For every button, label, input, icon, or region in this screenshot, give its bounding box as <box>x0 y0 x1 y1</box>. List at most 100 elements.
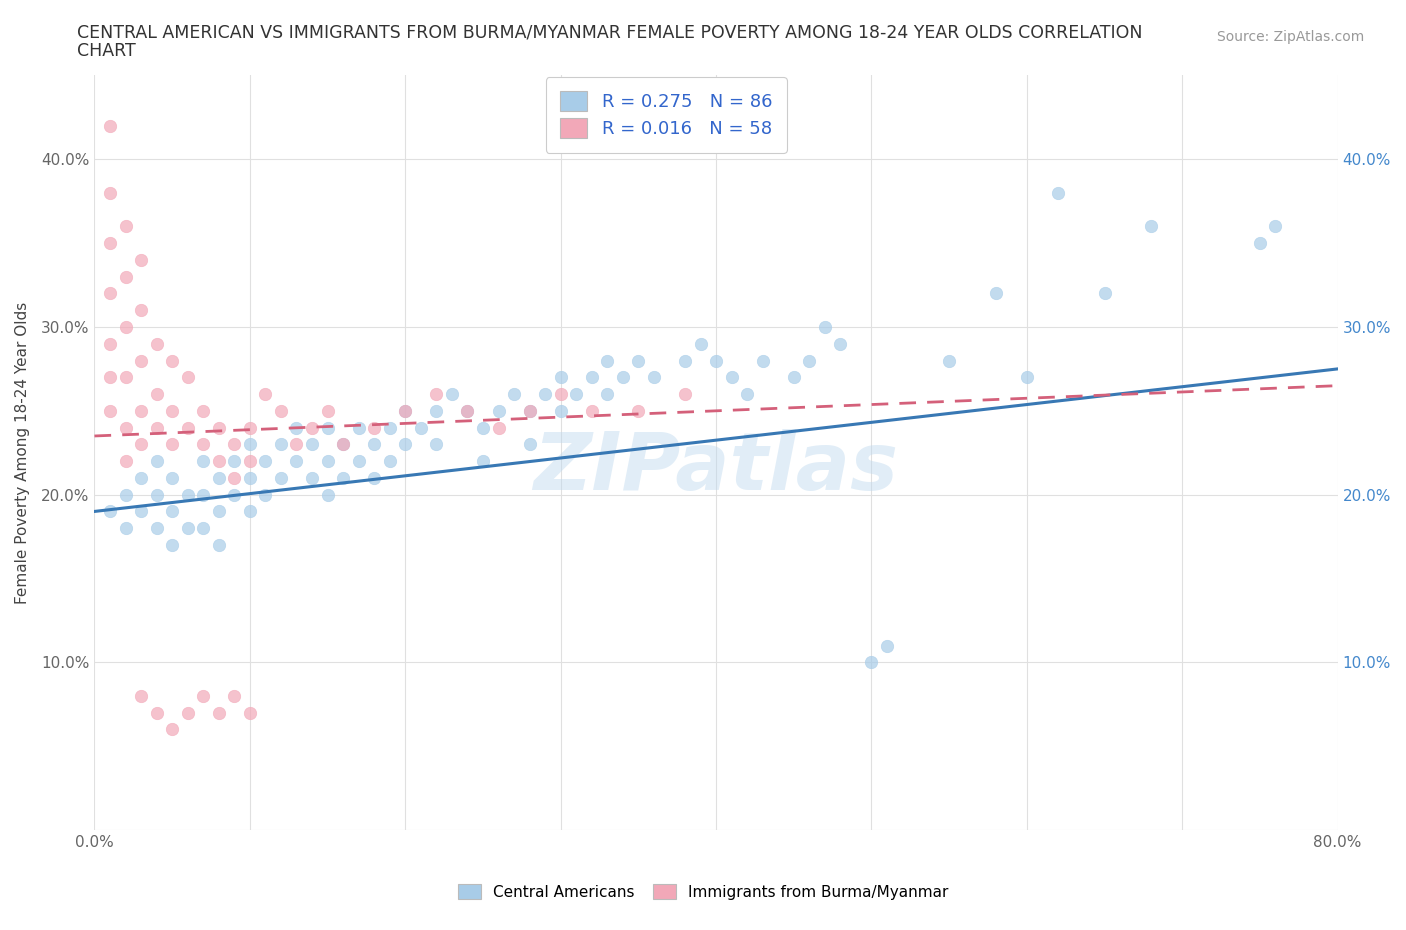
Point <box>98 286 121 301</box>
Point <box>503 387 526 402</box>
Text: Source: ZipAtlas.com: Source: ZipAtlas.com <box>1216 30 1364 44</box>
Point <box>177 487 200 502</box>
Point <box>129 437 152 452</box>
Text: CENTRAL AMERICAN VS IMMIGRANTS FROM BURMA/MYANMAR FEMALE POVERTY AMONG 18-24 YEA: CENTRAL AMERICAN VS IMMIGRANTS FROM BURM… <box>77 23 1143 41</box>
Point <box>114 219 136 233</box>
Point <box>114 370 136 385</box>
Point <box>876 638 898 653</box>
Point <box>145 705 167 720</box>
Point <box>488 420 510 435</box>
Point <box>193 454 215 469</box>
Point <box>224 454 246 469</box>
Point <box>316 487 339 502</box>
Point <box>332 437 354 452</box>
Point <box>581 370 603 385</box>
Point <box>550 370 572 385</box>
Point <box>301 420 323 435</box>
Point <box>160 437 183 452</box>
Point <box>627 404 650 418</box>
Point <box>160 504 183 519</box>
Point <box>394 404 416 418</box>
Point <box>1094 286 1116 301</box>
Point <box>347 420 370 435</box>
Point <box>160 404 183 418</box>
Point <box>145 387 167 402</box>
Point <box>270 437 292 452</box>
Point <box>425 437 447 452</box>
Point <box>224 471 246 485</box>
Point <box>316 404 339 418</box>
Point <box>254 454 277 469</box>
Point <box>285 437 308 452</box>
Point <box>472 420 495 435</box>
Point <box>129 471 152 485</box>
Point <box>425 387 447 402</box>
Point <box>363 437 385 452</box>
Point <box>332 437 354 452</box>
Point <box>177 420 200 435</box>
Point <box>193 487 215 502</box>
Point <box>285 454 308 469</box>
Point <box>239 420 262 435</box>
Point <box>160 722 183 737</box>
Point <box>550 387 572 402</box>
Point <box>208 471 231 485</box>
Point <box>270 404 292 418</box>
Point <box>208 705 231 720</box>
Point <box>1249 235 1271 250</box>
Point <box>114 521 136 536</box>
Point <box>145 454 167 469</box>
Point <box>627 353 650 368</box>
Point <box>519 404 541 418</box>
Point <box>565 387 588 402</box>
Point <box>129 303 152 318</box>
Point <box>519 437 541 452</box>
Point <box>735 387 758 402</box>
Point <box>689 337 711 352</box>
Point <box>938 353 960 368</box>
Point <box>378 420 401 435</box>
Point <box>239 437 262 452</box>
Point <box>285 420 308 435</box>
Point <box>1140 219 1163 233</box>
Point <box>114 454 136 469</box>
Point <box>193 404 215 418</box>
Point <box>488 404 510 418</box>
Point <box>270 471 292 485</box>
Point <box>704 353 727 368</box>
Point <box>254 387 277 402</box>
Text: CHART: CHART <box>77 42 136 60</box>
Point <box>98 235 121 250</box>
Point <box>129 504 152 519</box>
Point <box>581 404 603 418</box>
Point <box>98 404 121 418</box>
Point <box>363 471 385 485</box>
Point <box>534 387 557 402</box>
Point <box>799 353 821 368</box>
Point <box>440 387 463 402</box>
Point <box>208 454 231 469</box>
Point <box>316 454 339 469</box>
Point <box>239 454 262 469</box>
Point <box>208 538 231 552</box>
Point <box>224 688 246 703</box>
Point <box>129 688 152 703</box>
Point <box>193 688 215 703</box>
Point <box>394 404 416 418</box>
Legend: Central Americans, Immigrants from Burma/Myanmar: Central Americans, Immigrants from Burma… <box>451 877 955 906</box>
Point <box>596 387 619 402</box>
Point <box>145 521 167 536</box>
Point <box>550 404 572 418</box>
Point <box>456 404 478 418</box>
Point <box>98 118 121 133</box>
Point <box>208 504 231 519</box>
Point <box>612 370 634 385</box>
Point <box>316 420 339 435</box>
Point <box>301 471 323 485</box>
Text: ZIPatlas: ZIPatlas <box>533 429 898 507</box>
Point <box>783 370 806 385</box>
Point <box>98 337 121 352</box>
Point <box>239 705 262 720</box>
Point <box>114 487 136 502</box>
Point <box>239 504 262 519</box>
